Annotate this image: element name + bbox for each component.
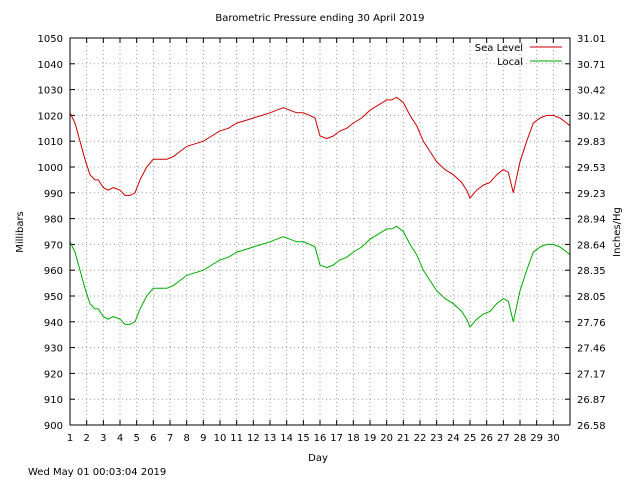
y-tick-label: 940 bbox=[44, 318, 63, 329]
x-tick-label: 11 bbox=[230, 433, 243, 444]
x-tick-label: 19 bbox=[364, 433, 377, 444]
y-tick-label: 1000 bbox=[38, 163, 63, 174]
y2-tick-label: 29.23 bbox=[577, 189, 606, 200]
footer-timestamp: Wed May 01 00:03:04 2019 bbox=[28, 467, 166, 478]
y-tick-label: 980 bbox=[44, 215, 63, 226]
x-tick-label: 3 bbox=[100, 433, 106, 444]
x-tick-label: 13 bbox=[264, 433, 277, 444]
x-tick-label: 24 bbox=[447, 433, 460, 444]
x-tick-label: 12 bbox=[247, 433, 260, 444]
y2-tick-label: 26.87 bbox=[577, 395, 606, 406]
y-tick-label: 1040 bbox=[38, 60, 63, 71]
y2-tick-label: 28.05 bbox=[577, 292, 606, 303]
y-tick-label: 950 bbox=[44, 292, 63, 303]
x-tick-label: 23 bbox=[430, 433, 443, 444]
chart-title: Barometric Pressure ending 30 April 2019 bbox=[215, 13, 424, 24]
y2-tick-label: 29.53 bbox=[577, 163, 606, 174]
y2-tick-label: 29.83 bbox=[577, 137, 606, 148]
x-tick-label: 29 bbox=[530, 433, 543, 444]
y2-tick-label: 30.12 bbox=[577, 111, 606, 122]
x-tick-label: 8 bbox=[183, 433, 189, 444]
x-tick-label: 14 bbox=[280, 433, 293, 444]
x-tick-label: 28 bbox=[514, 433, 527, 444]
x-tick-label: 9 bbox=[200, 433, 206, 444]
y2-tick-label: 28.64 bbox=[577, 240, 606, 251]
x-tick-label: 25 bbox=[464, 433, 477, 444]
x-tick-label: 26 bbox=[480, 433, 493, 444]
x-tick-label: 21 bbox=[397, 433, 410, 444]
x-tick-label: 18 bbox=[347, 433, 360, 444]
x-tick-label: 5 bbox=[133, 433, 139, 444]
legend: Sea Level Local bbox=[475, 43, 562, 68]
y-axis-label: Millibars bbox=[15, 211, 26, 253]
y2-tick-label: 28.35 bbox=[577, 266, 606, 277]
gridlines bbox=[70, 38, 570, 425]
y-tick-label: 910 bbox=[44, 395, 63, 406]
y-tick-label: 920 bbox=[44, 369, 63, 380]
legend-label-sea-level: Sea Level bbox=[475, 43, 523, 54]
series-line-sea-level bbox=[69, 96, 571, 199]
x-tick-label: 1 bbox=[67, 433, 73, 444]
y2-tick-label: 26.58 bbox=[577, 421, 606, 432]
y-tick-label: 1050 bbox=[38, 34, 63, 45]
y2-tick-label: 27.46 bbox=[577, 344, 606, 355]
y2-tick-label: 27.17 bbox=[577, 369, 606, 380]
x-tick-label: 4 bbox=[117, 433, 123, 444]
x-tick-label: 22 bbox=[414, 433, 427, 444]
x-tick-label: 16 bbox=[314, 433, 327, 444]
y2-tick-label: 30.42 bbox=[577, 86, 606, 97]
x-tick-label: 15 bbox=[297, 433, 310, 444]
x-tick-label: 7 bbox=[167, 433, 173, 444]
series-lines bbox=[69, 96, 571, 328]
y-tick-label: 1020 bbox=[38, 111, 63, 122]
y-tick-label: 930 bbox=[44, 344, 63, 355]
x-axis-label: Day bbox=[308, 453, 328, 464]
y2-tick-label: 31.01 bbox=[577, 34, 606, 45]
y2-axis-tick-labels: 26.58 26.87 27.17 27.46 27.76 28.05 28.35 28.64… bbox=[577, 34, 606, 432]
y-tick-label: 900 bbox=[44, 421, 63, 432]
x-tick-label: 27 bbox=[497, 433, 510, 444]
x-axis-tick-labels: 1 2 3 4 5 6 7 8 9 10 11 12 13 14 15 16 17 18 19 20 21 22 23 24 2… bbox=[67, 433, 560, 444]
x-tick-label: 30 bbox=[547, 433, 560, 444]
y-tick-label: 990 bbox=[44, 189, 63, 200]
x-tick-label: 2 bbox=[83, 433, 89, 444]
y-tick-label: 1010 bbox=[38, 137, 63, 148]
y2-tick-label: 28.94 bbox=[577, 215, 606, 226]
y2-tick-label: 30.71 bbox=[577, 60, 606, 71]
x-tick-label: 20 bbox=[380, 433, 393, 444]
y-axis-tick-labels: 900 910 920 930 940 950 960 970 980 990 1000 1010 10… bbox=[38, 34, 63, 432]
x-tick-label: 10 bbox=[214, 433, 227, 444]
x-tick-label: 6 bbox=[150, 433, 156, 444]
y-tick-label: 1030 bbox=[38, 86, 63, 97]
legend-label-local: Local bbox=[497, 57, 523, 68]
y2-tick-label: 27.76 bbox=[577, 318, 606, 329]
y-tick-label: 960 bbox=[44, 266, 63, 277]
series-line-local bbox=[69, 225, 571, 328]
plot-frame bbox=[69, 37, 571, 426]
y-tick-label: 970 bbox=[44, 240, 63, 251]
x-tick-label: 17 bbox=[330, 433, 343, 444]
y2-axis-label: Inches/Hg bbox=[612, 207, 623, 257]
